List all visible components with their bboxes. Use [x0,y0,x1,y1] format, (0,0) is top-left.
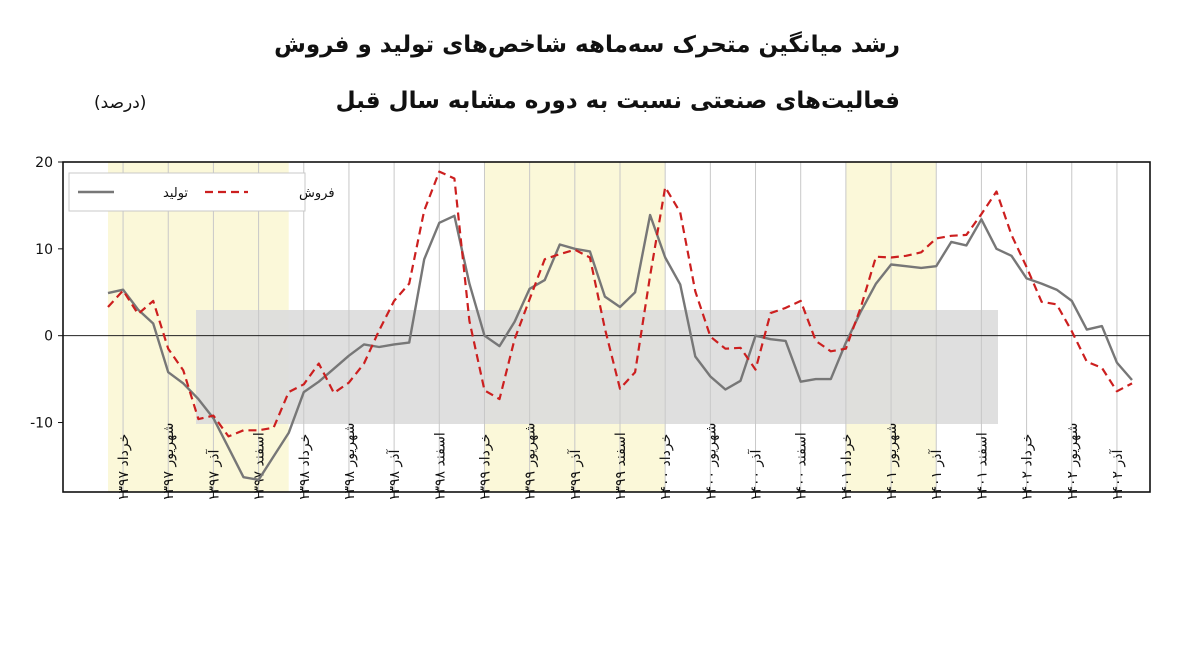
x-tick-label: خرداد ۱۳۹۸ [297,434,313,501]
chart-title: رشد میانگین متحرک سه‌ماهه شاخص‌های تولید… [274,32,900,58]
x-tick-label: آذر ۱۴۰۱ [928,448,945,501]
x-tick-label: آذر ۱۳۹۷ [205,448,222,501]
x-tick-label: اسفند ۱۴۰۰ [794,432,810,501]
y-tick-label: -10 [30,416,53,432]
legend-label-sales: فروش [299,186,335,201]
x-tick-label: اسفند ۱۳۹۹ [613,432,629,501]
x-tick-label: شهریور ۱۳۹۷ [161,423,177,501]
y-tick-label: 20 [35,155,53,171]
x-tick-label: شهریور ۱۳۹۸ [342,423,358,501]
watermark-band [196,310,998,424]
series-line-production [107,213,1133,481]
x-tick-label: آذر ۱۳۹۸ [386,448,403,501]
legend-label-production: تولید [163,186,188,201]
chart-subtitle: فعالیت‌های صنعتی نسبت به دوره مشابه سال … [335,88,900,114]
series-line-sales [107,170,1133,438]
x-tick-label: اسفند ۱۳۹۷ [252,432,268,501]
x-tick-label: شهریور ۱۴۰۲ [1065,423,1081,501]
x-tick-label: اسفند ۱۳۹۸ [432,432,448,501]
plot-frame [62,161,1151,493]
x-tick-label: آذر ۱۴۰۲ [1109,448,1126,501]
x-tick-label: شهریور ۱۴۰۰ [703,423,719,501]
x-tick-label: خرداد ۱۴۰۰ [658,434,674,501]
x-tick-label: خرداد ۱۳۹۷ [116,434,132,501]
y-tick-label: 0 [44,329,53,345]
x-tick-label: خرداد ۱۴۰۲ [1020,434,1036,501]
x-tick-label: آذر ۱۳۹۹ [567,448,584,501]
unit-label: (درصد) [94,93,147,113]
x-tick-label: شهریور ۱۳۹۹ [523,423,539,501]
x-tick-label: اسفند ۱۴۰۱ [974,432,990,501]
x-tick-label: خرداد ۱۳۹۹ [477,434,493,501]
x-tick-label: آذر ۱۴۰۰ [748,448,765,501]
x-tick-label: شهریور ۱۴۰۱ [884,423,900,501]
y-tick-label: 10 [35,242,53,258]
x-tick-label: خرداد ۱۴۰۱ [839,434,855,501]
